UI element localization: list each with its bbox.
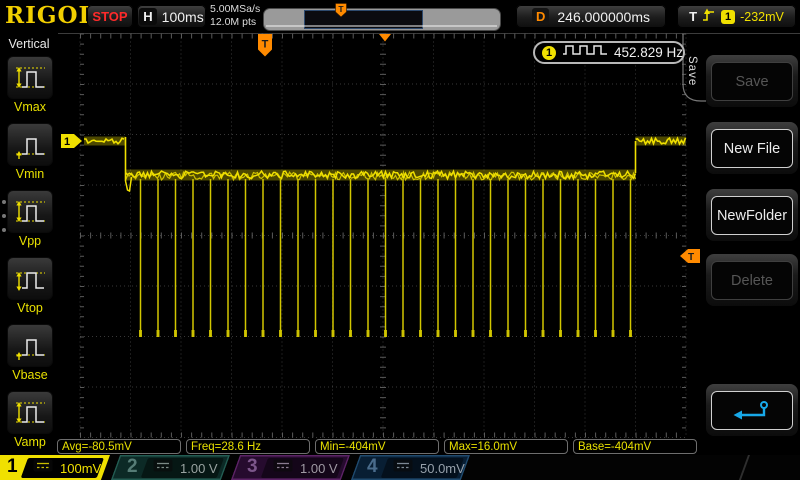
- left-menu-title: Vertical: [8, 37, 50, 51]
- vamp-icon: [7, 391, 53, 434]
- frequency-counter: 1 452.829 Hz: [533, 41, 685, 64]
- svg-text:T: T: [338, 4, 344, 14]
- menu-button-vamp[interactable]: Vamp: [7, 391, 53, 449]
- softkey-new-file-face[interactable]: New File: [711, 129, 793, 168]
- softkey-delete-face[interactable]: Delete: [711, 261, 793, 300]
- channel-4-scale: 50.0mV: [420, 460, 465, 476]
- trigger-position-marker: T: [258, 34, 272, 57]
- measurement-min: Min=-404mV: [315, 439, 439, 454]
- channel-bar-divider: [738, 455, 750, 480]
- trigger-label: T: [689, 9, 698, 24]
- graticule: [79, 33, 687, 438]
- acquisition-info: 5.00MSa/s 12.0M pts: [210, 3, 260, 29]
- menu-tab-label: Save: [686, 56, 698, 87]
- page-indicator-dot: [2, 200, 6, 204]
- channel-3-content: 1.00 V: [273, 459, 338, 477]
- channel-4-content: 50.0mV: [393, 459, 465, 477]
- trigger-level-value: -232mV: [740, 9, 784, 24]
- menu-button-vtop[interactable]: Vtop: [7, 257, 53, 315]
- timebase-value: 100ms: [161, 8, 204, 25]
- trigger-readout: T 1 -232mV: [677, 5, 796, 28]
- vmax-icon: [7, 56, 53, 99]
- menu-button-label: Vamp: [14, 435, 46, 449]
- softkey-save-face[interactable]: Save: [711, 62, 793, 101]
- return-arrow-icon: [733, 400, 768, 419]
- horizontal-timebase[interactable]: H 100ms: [137, 5, 206, 28]
- top-status-bar: RIGOL STOP H 100ms 5.00MSa/s 12.0M pts T…: [0, 0, 800, 34]
- softkey-back-face[interactable]: [711, 391, 793, 430]
- frequency-value: 452.829 Hz: [614, 45, 684, 60]
- channel-3-number: 3: [247, 456, 258, 477]
- channel-3-scale: 1.00 V: [300, 460, 338, 476]
- softkey-newfolder-face[interactable]: NewFolder: [711, 196, 793, 235]
- menu-button-label: Vpp: [18, 234, 42, 248]
- vtop-icon: [7, 257, 53, 300]
- vertical-measure-menu: Vertical Vmax Vmin Vpp Vtop Vbase Vamp: [0, 33, 58, 452]
- menu-button-label: Vmax: [14, 100, 46, 114]
- channel-4-number: 4: [367, 456, 378, 477]
- page-indicator-dot: [2, 214, 6, 218]
- vpp-icon: [7, 190, 53, 233]
- menu-button-label: Vbase: [12, 368, 48, 382]
- memory-depth: 12.0M pts: [210, 16, 257, 28]
- display-window-region: [304, 10, 423, 29]
- waveform-channel-1: [84, 136, 687, 337]
- sample-rate: 5.00MSa/s: [210, 3, 261, 15]
- square-wave-icon: [562, 43, 608, 62]
- softkey-new-file[interactable]: New File: [706, 122, 798, 174]
- menu-button-label: Vmin: [15, 167, 45, 181]
- softkey-newfolder[interactable]: NewFolder: [706, 189, 798, 241]
- channel-1-content: 100mV: [33, 459, 101, 477]
- trigger-position-flag-icon: T: [335, 3, 347, 18]
- counter-source-badge: 1: [542, 45, 556, 60]
- rising-edge-icon: [702, 6, 716, 27]
- channel-2-number: 2: [127, 456, 138, 477]
- menu-button-vpp[interactable]: Vpp: [7, 190, 53, 248]
- vbase-icon: [7, 324, 53, 367]
- delay-label: D: [531, 8, 550, 25]
- dc-coupling-icon: [33, 459, 53, 477]
- channel-1-offset-marker: 1: [61, 134, 82, 148]
- channel-status-bar: 1 100mV 2 1.00 V 3 1.00 V 4 50.0mV: [0, 455, 800, 480]
- vmin-icon: [7, 123, 53, 166]
- menu-button-vmin[interactable]: Vmin: [7, 123, 53, 181]
- menu-button-vmax[interactable]: Vmax: [7, 56, 53, 114]
- rigol-logo: RIGOL: [5, 2, 96, 29]
- measurement-base: Base=-404mV: [573, 439, 697, 454]
- trigger-level-marker: T: [680, 249, 700, 263]
- dc-coupling-icon: [153, 459, 173, 477]
- menu-button-label: Vtop: [17, 301, 43, 315]
- channel-2-scale: 1.00 V: [180, 460, 218, 476]
- channel-2-content: 1.00 V: [153, 459, 218, 477]
- delay-readout: D 246.000000ms: [516, 5, 666, 28]
- stop-label: STOP: [92, 9, 128, 24]
- softkey-delete[interactable]: Delete: [706, 254, 798, 306]
- horizontal-center-marker: [379, 34, 391, 42]
- run-stop-status[interactable]: STOP: [87, 5, 133, 28]
- measurement-avg: Avg=-80.5mV: [57, 439, 181, 454]
- measurement-freq: Freq=28.6 Hz: [186, 439, 310, 454]
- svg-text:1: 1: [64, 136, 70, 148]
- page-indicator-dot: [2, 228, 6, 232]
- svg-text:T: T: [262, 39, 269, 51]
- channel-1-number: 1: [7, 456, 18, 477]
- dc-coupling-icon: [393, 459, 413, 477]
- waveform-memory-preview: T: [263, 3, 501, 31]
- trigger-source-badge: 1: [721, 9, 736, 24]
- delay-value: 246.000000ms: [557, 8, 651, 25]
- menu-button-vbase[interactable]: Vbase: [7, 324, 53, 382]
- softkey-back[interactable]: [706, 384, 798, 436]
- measurement-max: Max=16.0mV: [444, 439, 568, 454]
- channel-1-scale: 100mV: [60, 460, 102, 476]
- svg-text:T: T: [688, 252, 694, 263]
- h-label: H: [139, 8, 157, 25]
- softkey-save[interactable]: Save: [706, 55, 798, 107]
- dc-coupling-icon: [273, 459, 293, 477]
- measurement-results-bar: Avg=-80.5mV Freq=28.6 Hz Min=-404mV Max=16.…: [57, 439, 697, 454]
